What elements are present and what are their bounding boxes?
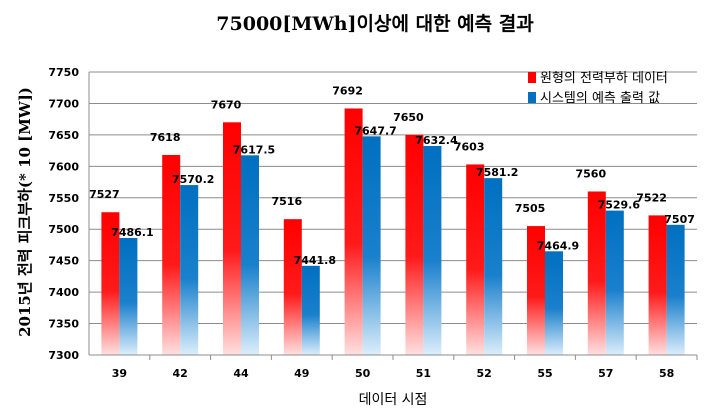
data-label: 7647.7 bbox=[354, 124, 396, 137]
x-tick-label: 57 bbox=[598, 367, 613, 380]
x-tick-label: 52 bbox=[477, 367, 492, 380]
y-tick-label: 7650 bbox=[48, 129, 79, 142]
data-label: 7527 bbox=[89, 188, 120, 201]
x-axis-label: 데이터 시점 bbox=[359, 392, 428, 408]
y-tick-label: 7500 bbox=[48, 223, 79, 236]
x-tick-label: 49 bbox=[294, 367, 309, 380]
bar-actual bbox=[162, 155, 181, 355]
y-axis: 7300 7350 7400 7450 7500 7550 7600 7650 7700 7750 bbox=[48, 66, 90, 362]
legend-swatch bbox=[528, 72, 536, 83]
bar-predicted bbox=[362, 136, 381, 355]
bars bbox=[101, 108, 685, 355]
chart-title: 75000[MWh]이상에 대한 예측 결과 bbox=[216, 13, 534, 35]
bar-actual bbox=[405, 134, 424, 355]
x-tick-label: 58 bbox=[659, 367, 674, 380]
x-tick-label: 51 bbox=[416, 367, 431, 380]
y-tick-label: 7300 bbox=[48, 349, 79, 362]
data-label: 7692 bbox=[332, 84, 363, 97]
bar-actual bbox=[223, 122, 241, 355]
data-label: 7670 bbox=[211, 98, 242, 111]
data-label: 7618 bbox=[150, 131, 181, 144]
legend-label: 원형의 전력부하 데이터 bbox=[540, 71, 668, 86]
data-label: 7486.1 bbox=[111, 226, 153, 239]
data-label: 7507 bbox=[664, 213, 695, 226]
x-tick-label: 39 bbox=[112, 367, 127, 380]
x-tick-label: 44 bbox=[233, 367, 249, 380]
x-tick-label: 50 bbox=[355, 367, 371, 380]
data-label: 7529.6 bbox=[598, 199, 641, 212]
y-tick-label: 7550 bbox=[48, 192, 79, 205]
bar-predicted bbox=[180, 185, 199, 355]
y-tick-label: 7400 bbox=[48, 286, 79, 299]
y-tick-label: 7750 bbox=[48, 66, 79, 79]
bar-actual bbox=[527, 226, 545, 355]
data-label: 7632.4 bbox=[415, 134, 458, 147]
y-axis-label: 2015년 전력 피크부하(* 10 [MW]) bbox=[16, 87, 34, 337]
data-label: 7441.8 bbox=[294, 254, 336, 267]
bar-predicted bbox=[545, 251, 563, 355]
data-label: 7516 bbox=[271, 195, 302, 208]
bar-actual bbox=[283, 219, 302, 355]
x-axis: 39 42 44 49 50 51 52 55 57 58 bbox=[89, 354, 698, 380]
y-tick-label: 7350 bbox=[48, 318, 79, 331]
data-label: 7560 bbox=[575, 167, 606, 180]
data-label: 7570.2 bbox=[172, 173, 214, 186]
bar-actual bbox=[587, 191, 606, 355]
legend-swatch bbox=[528, 92, 536, 103]
bar-predicted bbox=[666, 224, 685, 355]
y-tick-label: 7450 bbox=[48, 255, 79, 268]
data-label: 7603 bbox=[454, 140, 485, 153]
bar-actual bbox=[648, 215, 667, 355]
bar-predicted bbox=[119, 237, 138, 355]
data-label: 7581.2 bbox=[476, 166, 518, 179]
bar-actual bbox=[344, 108, 363, 355]
legend-label: 시스템의 예측 출력 값 bbox=[540, 91, 660, 106]
bar-predicted bbox=[241, 155, 259, 355]
bar-actual bbox=[466, 164, 485, 355]
data-labels: 7527 7486.1 7618 7570.2 7670 7617.5 7516 7441.8… bbox=[89, 84, 695, 266]
data-label: 7650 bbox=[393, 111, 424, 124]
bar-predicted bbox=[301, 265, 320, 355]
data-label: 7464.9 bbox=[537, 239, 579, 252]
bar-predicted bbox=[484, 178, 503, 355]
data-label: 7617.5 bbox=[233, 143, 275, 156]
x-tick-label: 55 bbox=[537, 367, 552, 380]
bar-predicted bbox=[423, 145, 442, 355]
bar-predicted bbox=[605, 210, 624, 355]
data-label: 7505 bbox=[515, 202, 546, 215]
x-tick-label: 42 bbox=[173, 367, 188, 380]
y-tick-label: 7600 bbox=[48, 160, 79, 173]
bar-actual bbox=[101, 212, 120, 355]
data-label: 7522 bbox=[636, 191, 667, 204]
y-tick-label: 7700 bbox=[48, 97, 79, 110]
